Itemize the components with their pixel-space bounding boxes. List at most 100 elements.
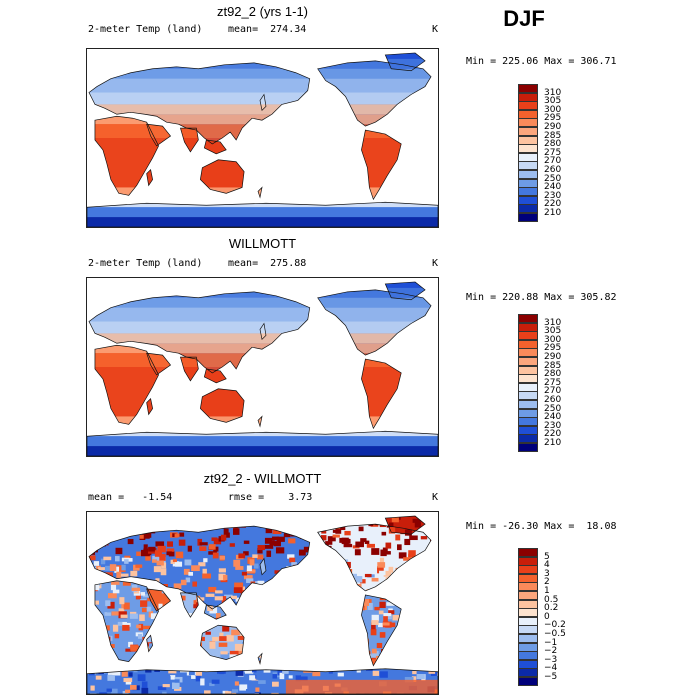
colorbar-swatch	[518, 642, 538, 652]
colorbar-tick-label: 300	[544, 334, 562, 345]
colorbar-tick-label: 3	[544, 568, 550, 579]
colorbar-swatch	[518, 651, 538, 661]
colorbar-tick-label: 0	[544, 611, 550, 622]
colorbar-swatch	[518, 84, 538, 94]
colorbar-swatch	[518, 659, 538, 669]
colorbar-tick-label: −1	[544, 637, 558, 648]
coastline-northamerica	[317, 60, 432, 127]
coastline-arabia	[146, 352, 172, 376]
coastline-japan	[259, 93, 267, 112]
panel-3-title: zt92_2 - WILLMOTT	[203, 471, 322, 486]
coastline-greenland	[384, 281, 426, 301]
panel-3-minmax: Min = -26.30 Max = 18.08	[466, 521, 617, 532]
colorbar-tick-label: −3	[544, 654, 558, 665]
panel-2-minmax: Min = 220.88 Max = 305.82	[466, 292, 617, 303]
panel-2-unit-label: K	[432, 258, 439, 269]
colorbar-swatch	[518, 625, 538, 635]
coastline-nz	[257, 415, 263, 428]
colorbar-swatch	[518, 591, 538, 601]
colorbar-tick-label: 1	[544, 586, 550, 596]
coastline-australia	[199, 624, 245, 660]
season-label: DJF	[503, 6, 545, 31]
coastline-northamerica	[317, 289, 432, 356]
panel-1-variable-label: 2-meter Temp (land)	[88, 24, 203, 35]
colorbar-swatch	[518, 434, 538, 444]
colorbar-swatch	[518, 178, 538, 188]
colorbar-tick-label: 240	[544, 412, 562, 423]
colorbar-tick-label: 280	[544, 139, 562, 150]
coastline-eurasia	[88, 291, 311, 374]
colorbar-swatch	[518, 118, 538, 128]
coastline-africa	[94, 580, 159, 663]
coastline-nz	[257, 186, 263, 199]
colorbar-tick-label: 230	[544, 190, 562, 201]
coastline-eurasia	[88, 525, 311, 610]
colorbar-swatch	[518, 565, 538, 575]
colorbar-swatch	[518, 382, 538, 392]
colorbar-tick-label: 240	[544, 182, 562, 193]
colorbar-swatch	[518, 573, 538, 583]
coastline-australia	[199, 388, 245, 423]
colorbar-swatch	[518, 339, 538, 349]
coastline-southamerica	[361, 594, 402, 667]
colorbar-swatch	[518, 331, 538, 341]
land-region-arabia	[146, 588, 171, 612]
colorbar-tick-label: 295	[544, 343, 562, 354]
panel-1-unit-label: K	[432, 24, 439, 35]
colorbar-tick-label: 230	[544, 420, 562, 431]
colorbar-swatch	[518, 408, 538, 418]
colorbar-swatch	[518, 314, 538, 324]
coastline-africa	[94, 115, 159, 196]
coastline-africa	[94, 344, 159, 425]
colorbar-tick-label: −2	[544, 646, 558, 657]
colorbar-swatch	[518, 616, 538, 626]
colorbar-swatch	[518, 170, 538, 180]
panel-1-mean-label: mean= 274.34	[228, 24, 307, 35]
colorbar-tick-label: 285	[544, 130, 562, 141]
colorbar-swatch	[518, 127, 538, 137]
colorbar-tick-label: 0.2	[544, 603, 559, 614]
colorbar-swatch	[518, 548, 538, 558]
colorbar-swatch	[518, 109, 538, 119]
colorbar-swatch	[518, 608, 538, 618]
colorbar-swatch	[518, 357, 538, 367]
coastline-madagascar	[146, 397, 153, 416]
coastline-antarctica	[87, 430, 438, 456]
panel-2-title: WILLMOTT	[228, 236, 297, 251]
coastline-india	[180, 592, 199, 618]
colorbar-tick-label: 310	[544, 317, 562, 328]
colorbar-swatch	[518, 322, 538, 332]
coastline-sea	[203, 139, 227, 155]
coastline-eurasia	[88, 62, 311, 145]
colorbar-swatch	[518, 417, 538, 427]
coastline-india	[180, 127, 199, 153]
coastline-india	[180, 356, 199, 382]
colorbar-tick-label: 275	[544, 377, 562, 388]
colorbar-tick-label: −0.2	[544, 620, 566, 631]
map-canvas	[87, 281, 438, 456]
colorbar-tick-label: 260	[544, 395, 562, 405]
colorbar-swatch	[518, 187, 538, 197]
colorbar-tick-label: −0.5	[544, 629, 566, 639]
colorbar-tick-label: 275	[544, 147, 562, 158]
coastline-northamerica	[317, 523, 432, 592]
panel-3-rmse-label: rmse = 3.73	[228, 492, 313, 503]
colorbar-swatch	[518, 400, 538, 410]
colorbar-tick-label: 280	[544, 369, 562, 380]
colorbar-tick-label: 270	[544, 156, 562, 167]
colorbar-tick-label: 260	[544, 165, 562, 175]
colorbar-tick-label: 4	[544, 560, 550, 571]
colorbar-swatch	[518, 391, 538, 401]
colorbar-swatch	[518, 556, 538, 566]
coastline-japan	[259, 322, 267, 341]
colorbar-swatch	[518, 599, 538, 609]
colorbar-tick-label: 285	[544, 360, 562, 371]
coastline-sea	[203, 604, 227, 620]
colorbar-tick-label: 250	[544, 173, 562, 184]
colorbar-swatch	[518, 677, 538, 687]
colorbar-tick-label: 290	[544, 352, 562, 362]
colorbar-tick-label: 310	[544, 87, 562, 98]
colorbar-tick-label: 295	[544, 113, 562, 124]
coastline-antarctica	[87, 668, 438, 694]
panel-1-title: zt92_2 (yrs 1-1)	[216, 4, 309, 19]
